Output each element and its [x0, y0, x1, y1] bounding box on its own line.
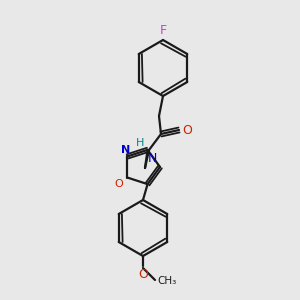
- Text: CH₃: CH₃: [157, 276, 176, 286]
- Text: H: H: [136, 138, 144, 148]
- Text: N: N: [121, 146, 130, 155]
- Text: O: O: [138, 268, 148, 281]
- Text: F: F: [159, 24, 167, 37]
- Text: O: O: [182, 124, 192, 136]
- Text: N: N: [148, 152, 158, 165]
- Text: O: O: [115, 178, 123, 189]
